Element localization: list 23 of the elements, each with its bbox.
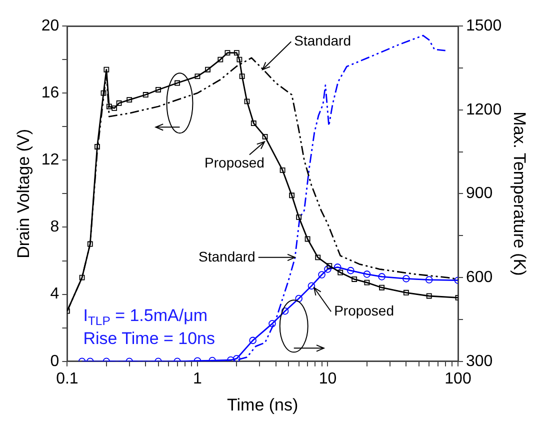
y2-tick-label: 1200 [466,101,502,118]
x-tick-label: 0.1 [56,370,78,388]
y2-tick-label: 900 [466,185,493,202]
y2-tick-label: 300 [466,352,493,370]
y2-tick-label: 1500 [466,17,502,34]
annotation: Rise Time = 10ns [83,329,216,348]
y-tick-label: 0 [50,352,60,370]
y-tick-label: 20 [41,17,60,34]
y-tick-label: 4 [50,286,60,303]
x-tick-label: 1 [193,370,202,388]
annotation: Proposed [334,302,394,318]
y-tick-label: 8 [50,218,60,236]
annotation: Standard [294,32,351,48]
y-tick-label: 16 [41,84,60,102]
y-axis-title: Drain Voltage (V) [14,128,33,258]
x-axis-title: Time (ns) [227,395,298,414]
y2-tick-label: 600 [466,268,493,286]
y2-axis-title: Max. Temperature (K) [510,112,530,276]
y-tick-label: 12 [41,152,60,169]
x-tick-label: 10 [318,370,337,388]
annotation: Proposed [204,154,264,171]
x-tick-label: 100 [444,370,472,388]
annotation: Standard [198,248,256,264]
